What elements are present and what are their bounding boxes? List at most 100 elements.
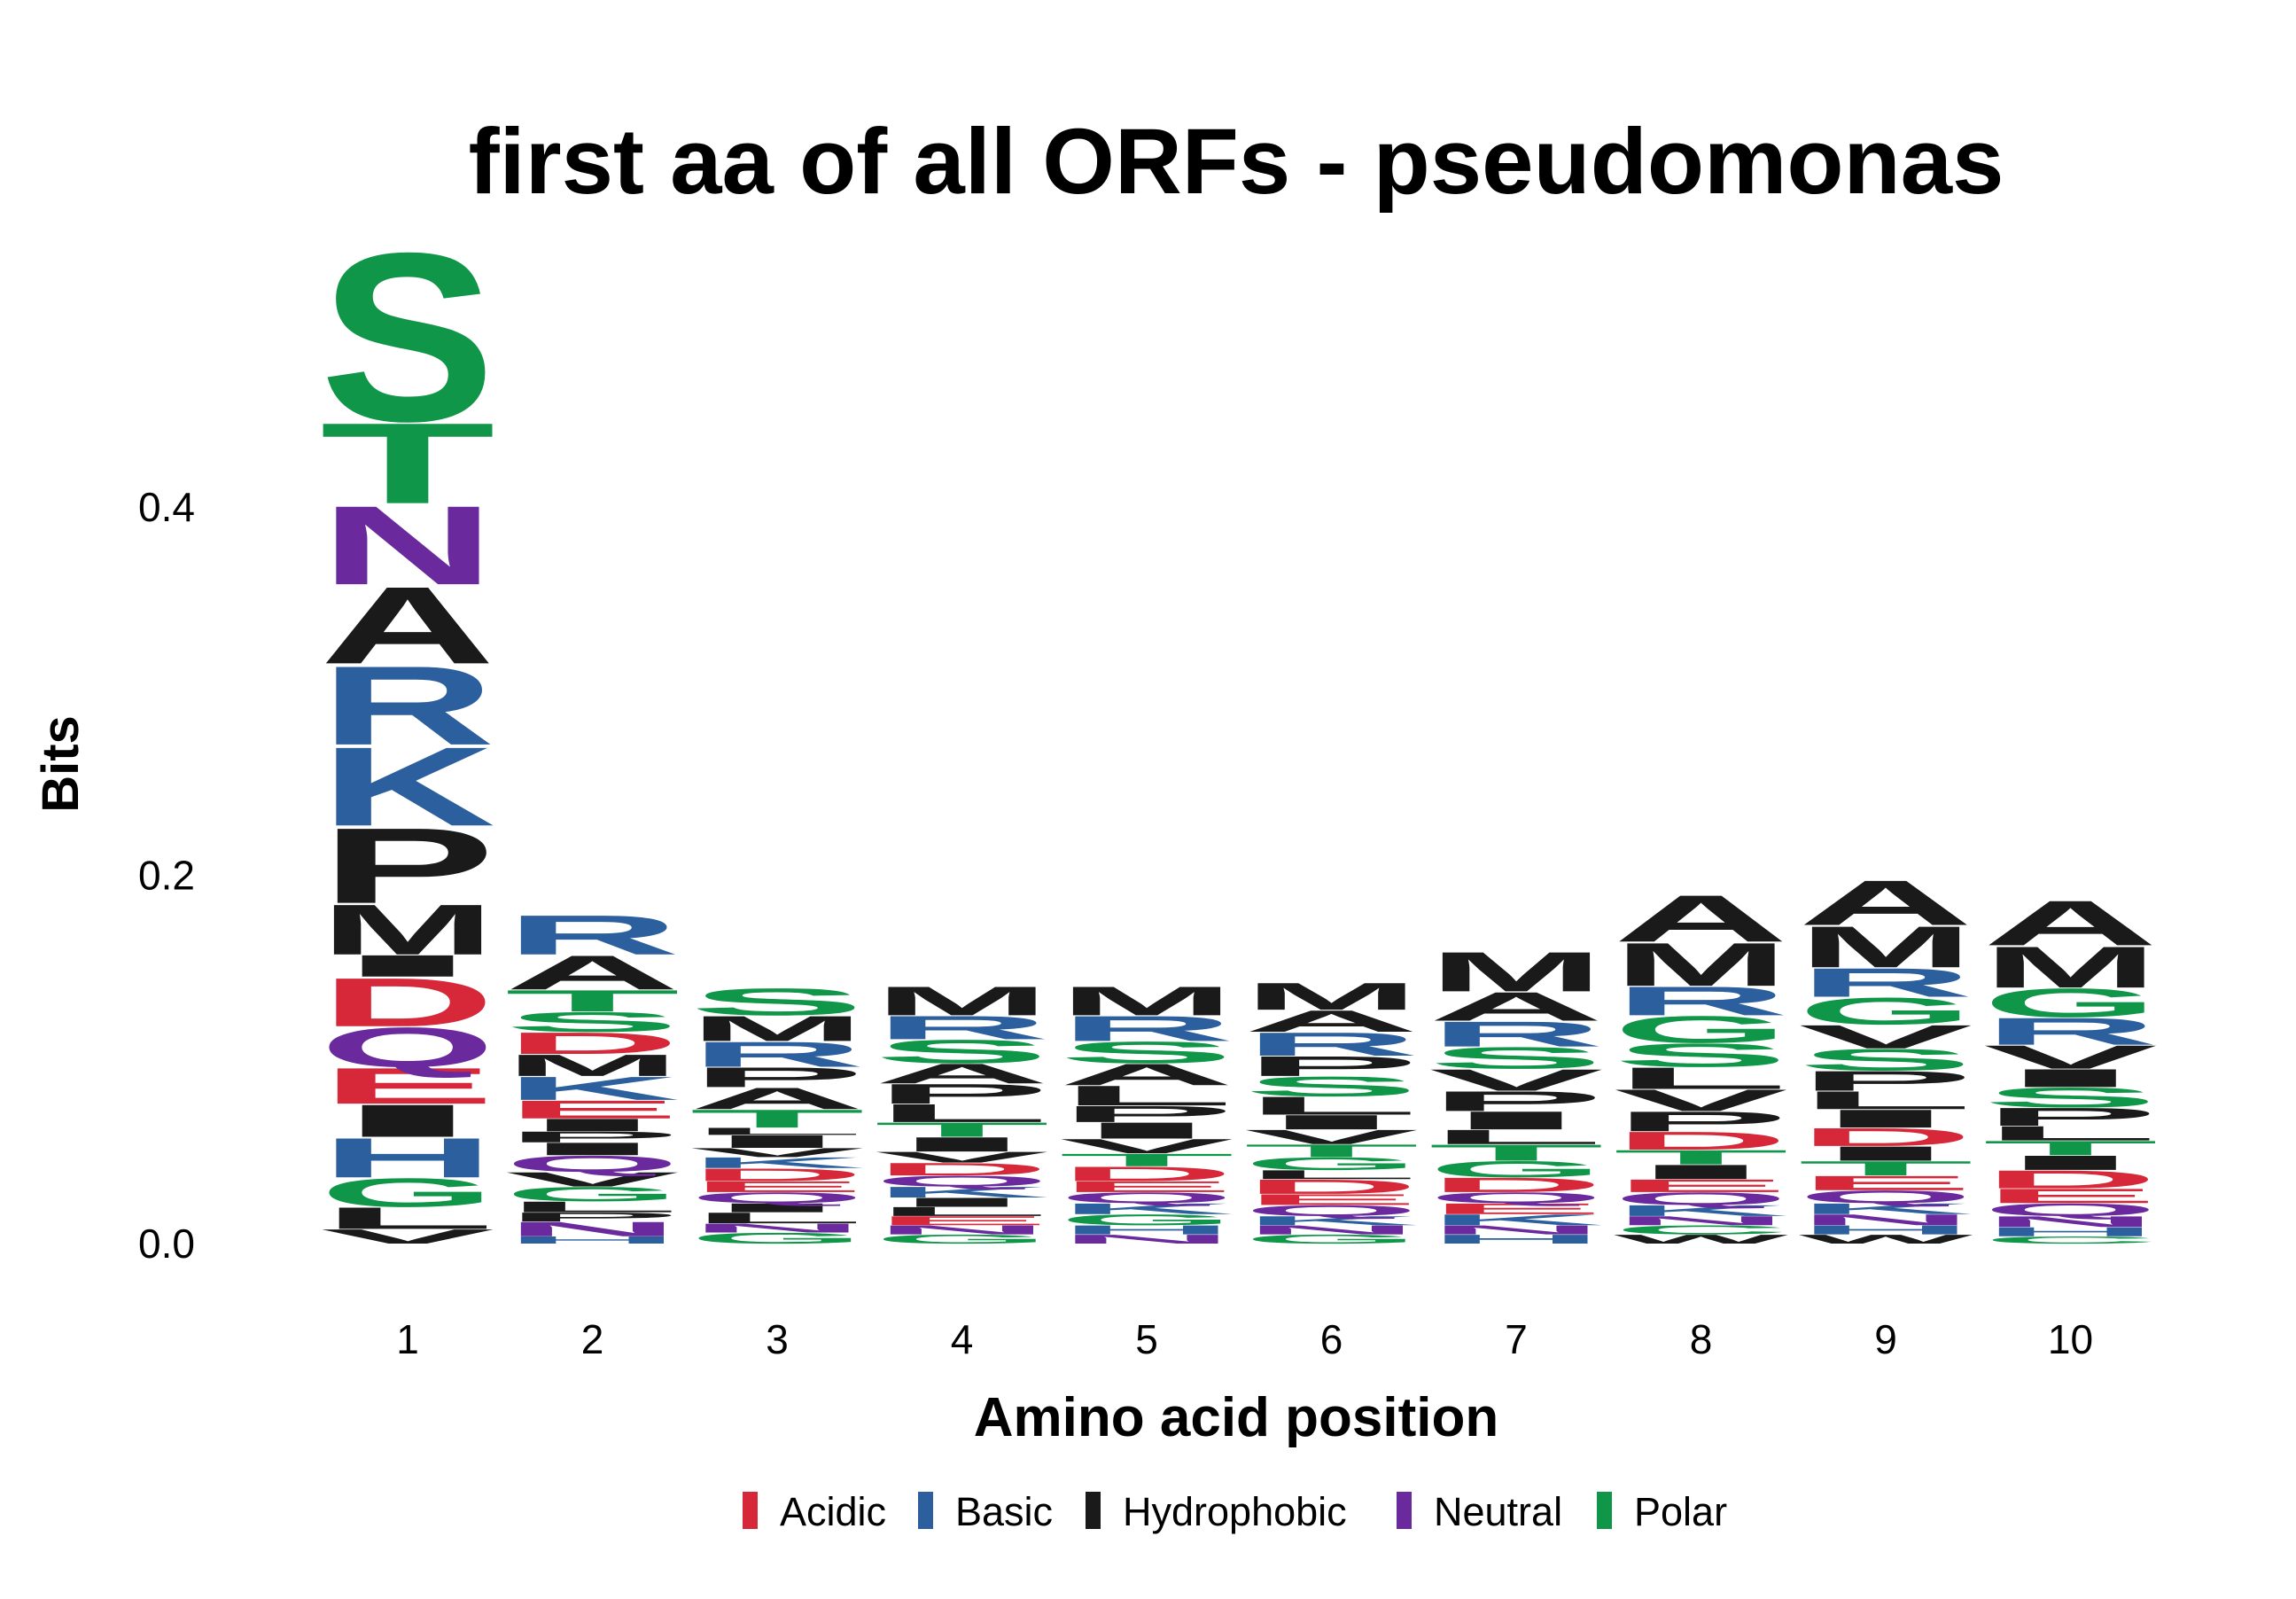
logo-letter-K: K: [1243, 1213, 1419, 1228]
logo-letter-I: I: [320, 1096, 495, 1147]
logo-letter-L: L: [875, 1099, 1050, 1127]
logo-letter-Q: Q: [1059, 1190, 1234, 1206]
logo-letter-I: I: [875, 1195, 1050, 1209]
logo-letter-D: D: [875, 1159, 1050, 1180]
logo-letter-I: I: [1983, 1151, 2159, 1174]
logo-letter-A: A: [505, 946, 681, 1000]
logo-letter-S: S: [505, 1006, 681, 1037]
logo-letter-I: I: [689, 1132, 865, 1152]
logo-letter-C: C: [1983, 1235, 2159, 1246]
logo-letter-P: P: [689, 1062, 865, 1093]
logo-letter-H: H: [505, 1235, 681, 1246]
logo-letter-N: N: [689, 1221, 865, 1236]
logo-letter-V: V: [1614, 1083, 1788, 1118]
logo-letter-S: S: [1244, 1071, 1420, 1102]
logo-letter-I: I: [320, 948, 495, 983]
legend-item-polar: Polar: [1597, 1489, 1727, 1534]
legend-swatch: [1397, 1492, 1412, 1529]
y-tick-label: 0.4: [138, 484, 195, 530]
logo-letter-G: G: [505, 1182, 681, 1205]
logo-letter-H: H: [1428, 1232, 1604, 1246]
logo-letter-D: D: [1428, 1174, 1604, 1197]
x-tick-label: 4: [951, 1316, 974, 1362]
logo-letter-T: T: [1244, 1141, 1420, 1161]
x-tick-label: 8: [1690, 1316, 1713, 1362]
logo-letter-Q: Q: [689, 1190, 865, 1206]
logo-letter-L: L: [320, 1201, 495, 1236]
logo-letter-N: N: [1798, 1212, 1973, 1228]
y-axis: Bits 0.0 0.2 0.4: [32, 484, 195, 1267]
logo-letter-D: D: [505, 1026, 681, 1061]
logo-letter-W: W: [1799, 1232, 1974, 1246]
logo-letter-A: A: [1614, 881, 1789, 956]
x-tick-label: 1: [396, 1316, 419, 1362]
x-axis-label: Amino acid position: [974, 1387, 1498, 1448]
logo-letter-M: M: [1614, 931, 1789, 999]
chart-legend: Acidic Basic Hydrophobic Neutral Polar: [743, 1489, 1727, 1534]
logo-letter-P: P: [320, 807, 495, 926]
logo-letter-G: G: [1798, 990, 1973, 1033]
logo-letter-Q: Q: [1428, 1190, 1604, 1206]
x-axis-tick-labels: 1 2 3 4 5 6 7 8 9 10: [396, 1316, 2093, 1362]
logo-letter-S: S: [875, 1033, 1050, 1070]
logo-letter-S: S: [320, 204, 495, 472]
logo-letter-E: E: [320, 1057, 495, 1115]
logo-letter-K: K: [689, 1154, 865, 1171]
logo-letter-D: D: [689, 1165, 865, 1185]
logo-letter-W: W: [1614, 1232, 1789, 1246]
logo-letter-H: H: [1982, 1225, 2158, 1239]
logo-letter-I: I: [1059, 1118, 1234, 1143]
logo-letter-D: D: [1244, 1175, 1420, 1198]
logo-letter-Q: Q: [1983, 1200, 2159, 1220]
logo-letter-K: K: [505, 1070, 681, 1107]
legend-label: Neutral: [1434, 1489, 1562, 1534]
logo-letter-M: M: [689, 1009, 865, 1049]
logo-letter-L: L: [1614, 1061, 1789, 1096]
logo-letter-S: S: [1428, 1041, 1604, 1075]
logo-letter-D: D: [1059, 1163, 1234, 1186]
logo-letter-T: T: [320, 400, 495, 528]
logo-letter-M: M: [1244, 975, 1420, 1018]
logo-letter-L: L: [1244, 1167, 1420, 1182]
logo-letter-M: M: [1059, 979, 1234, 1025]
logo-letter-E: E: [1059, 1178, 1234, 1195]
logo-letter-N: N: [1059, 1232, 1234, 1246]
logo-letter-P: P: [504, 1128, 680, 1145]
logo-letter-N: N: [1983, 1213, 2159, 1230]
logo-letter-N: N: [874, 1223, 1049, 1237]
logo-letter-D: D: [1982, 1166, 2158, 1194]
logo-letter-A: A: [1244, 1004, 1420, 1039]
logo-letter-E: E: [1614, 1176, 1789, 1197]
legend-item-hydrophobic: Hydrophobic: [1086, 1489, 1347, 1534]
logo-letter-V: V: [1798, 1018, 1973, 1056]
logo-letter-A: A: [320, 564, 495, 687]
legend-label: Acidic: [780, 1489, 886, 1534]
logo-letter-I: I: [1798, 1143, 1973, 1166]
logo-letter-P: P: [505, 1210, 681, 1224]
x-tick-label: 9: [1874, 1316, 1897, 1362]
logo-letter-L: L: [689, 1126, 865, 1137]
x-tick-label: 6: [1320, 1316, 1343, 1362]
logo-letter-M: M: [505, 1048, 681, 1082]
logo-letter-Q: Q: [1244, 1202, 1420, 1219]
logo-letter-L: L: [1428, 1126, 1604, 1149]
logo-letter-S: S: [1059, 1035, 1234, 1070]
logo-letter-C: C: [1613, 1223, 1788, 1237]
logo-letter-G: G: [1244, 1232, 1420, 1246]
logo-letter-R: R: [875, 1010, 1050, 1047]
logo-letter-T: T: [1798, 1157, 1973, 1180]
logo-letter-T: T: [1059, 1150, 1234, 1170]
logo-letter-G: G: [1244, 1154, 1420, 1174]
logo-letter-D: D: [320, 963, 495, 1041]
logo-letter-T: T: [1428, 1140, 1604, 1166]
logo-letter-E: E: [1798, 1172, 1973, 1195]
logo-letter-A: A: [689, 1081, 865, 1116]
logo-letter-I: I: [505, 1115, 681, 1135]
logo-letter-G: G: [320, 1170, 495, 1216]
logo-letter-G: G: [689, 1229, 865, 1246]
logo-letter-H: H: [1798, 1223, 1973, 1237]
